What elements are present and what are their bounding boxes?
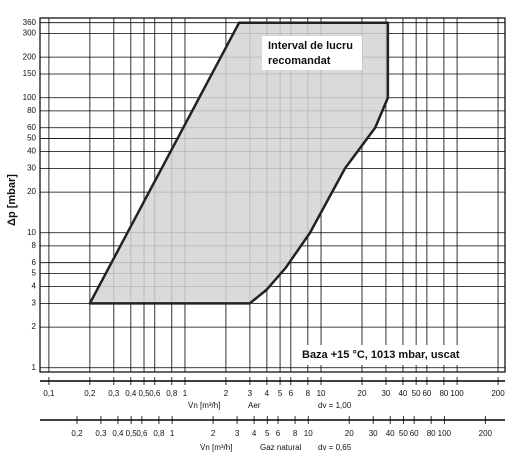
x2-tick-label: 100 xyxy=(438,429,452,438)
x-tick-label: 200 xyxy=(491,389,505,398)
y-tick-label: 200 xyxy=(23,52,37,61)
x2-tick-label: 40 xyxy=(386,429,395,438)
x2-tick-label: 50 xyxy=(399,429,408,438)
x2-tick-label: 80 xyxy=(427,429,436,438)
x-tick-label: 40 xyxy=(398,389,407,398)
x2-tick-label: 60 xyxy=(410,429,419,438)
x2-tick-label: 0,3 xyxy=(95,429,107,438)
x2-tick-label: 0,6 xyxy=(136,429,148,438)
x2-tick-label: 2 xyxy=(211,429,216,438)
y-tick-label: 150 xyxy=(23,69,37,78)
x-tick-label: 8 xyxy=(306,389,311,398)
x-tick-label: 0,4 xyxy=(125,389,137,398)
x2-tick-label: 6 xyxy=(276,429,281,438)
x-tick-label: 4 xyxy=(265,389,270,398)
x-tick-label: 50 xyxy=(412,389,421,398)
x-tick-label: 0,3 xyxy=(108,389,120,398)
x-tick-label: 1 xyxy=(183,389,188,398)
y-tick-label: 1 xyxy=(32,363,37,372)
y-tick-label: 360 xyxy=(23,18,37,27)
note-bg xyxy=(298,345,494,365)
x2-axis-dv: dv = 0,65 xyxy=(318,443,352,452)
x-tick-label: 3 xyxy=(248,389,253,398)
x2-axis-medium: Gaz natural xyxy=(260,443,302,452)
x-tick-label: 0,6 xyxy=(149,389,161,398)
annotation: Interval de lucru xyxy=(268,40,353,52)
y-tick-label: 20 xyxy=(27,187,36,196)
x2-tick-label: 5 xyxy=(265,429,270,438)
x2-tick-label: 20 xyxy=(345,429,354,438)
x-tick-label: 100 xyxy=(450,389,464,398)
x-tick-label: 6 xyxy=(289,389,294,398)
plot-frame xyxy=(39,17,506,373)
y-tick-label: 40 xyxy=(27,147,36,156)
x-tick-label: 0,1 xyxy=(43,389,55,398)
annotation-bg xyxy=(262,36,362,70)
x-axis-dv: dv = 1,00 xyxy=(318,401,352,410)
x2-tick-label: 3 xyxy=(235,429,240,438)
y-tick-label: 30 xyxy=(27,163,36,172)
x2-tick-label: 4 xyxy=(252,429,257,438)
x-tick-label: 60 xyxy=(422,389,431,398)
working-range xyxy=(88,21,390,305)
x2-axis-title: V̇n [m³/h] xyxy=(200,443,232,452)
x2-tick-label: 30 xyxy=(369,429,378,438)
x-axis-medium: Aer xyxy=(248,401,261,410)
x-tick-label: 5 xyxy=(278,389,283,398)
annotation: recomandat xyxy=(268,55,331,67)
x-tick-label: 10 xyxy=(317,389,326,398)
x2-tick-label: 0,4 xyxy=(112,429,124,438)
x-tick-label: 0,2 xyxy=(84,389,96,398)
y-tick-label: 300 xyxy=(23,28,37,37)
x2-tick-label: 8 xyxy=(293,429,298,438)
x-tick-label: 2 xyxy=(224,389,229,398)
note: Baza +15 °C, 1013 mbar, uscat xyxy=(302,349,460,361)
x-axis-title: V̇n [m³/h] xyxy=(188,401,220,410)
y-tick-label: 2 xyxy=(32,322,37,331)
y-axis-title: Δp [mbar] xyxy=(6,174,18,226)
y-tick-label: 50 xyxy=(27,134,36,143)
y-tick-label: 10 xyxy=(27,228,36,237)
y-tick-label: 4 xyxy=(32,282,37,291)
y-tick-label: 5 xyxy=(32,269,37,278)
x2-tick-label: 0,2 xyxy=(71,429,83,438)
x2-tick-label: 1 xyxy=(170,429,175,438)
x-tick-label: 0,8 xyxy=(166,389,178,398)
x-tick-label: 30 xyxy=(381,389,390,398)
x2-tick-label: 200 xyxy=(479,429,493,438)
x-tick-label: 80 xyxy=(439,389,448,398)
x2-tick-label: 10 xyxy=(304,429,313,438)
x2-tick-label: 0,5 xyxy=(126,429,138,438)
x-tick-label: 20 xyxy=(358,389,367,398)
x2-tick-label: 0,8 xyxy=(153,429,165,438)
x-tick-label: 0,5 xyxy=(138,389,150,398)
y-tick-label: 60 xyxy=(27,123,36,132)
y-tick-label: 6 xyxy=(32,258,37,267)
y-tick-label: 8 xyxy=(32,241,37,250)
y-tick-label: 100 xyxy=(23,93,37,102)
y-tick-label: 3 xyxy=(32,298,37,307)
y-tick-label: 80 xyxy=(27,106,36,115)
